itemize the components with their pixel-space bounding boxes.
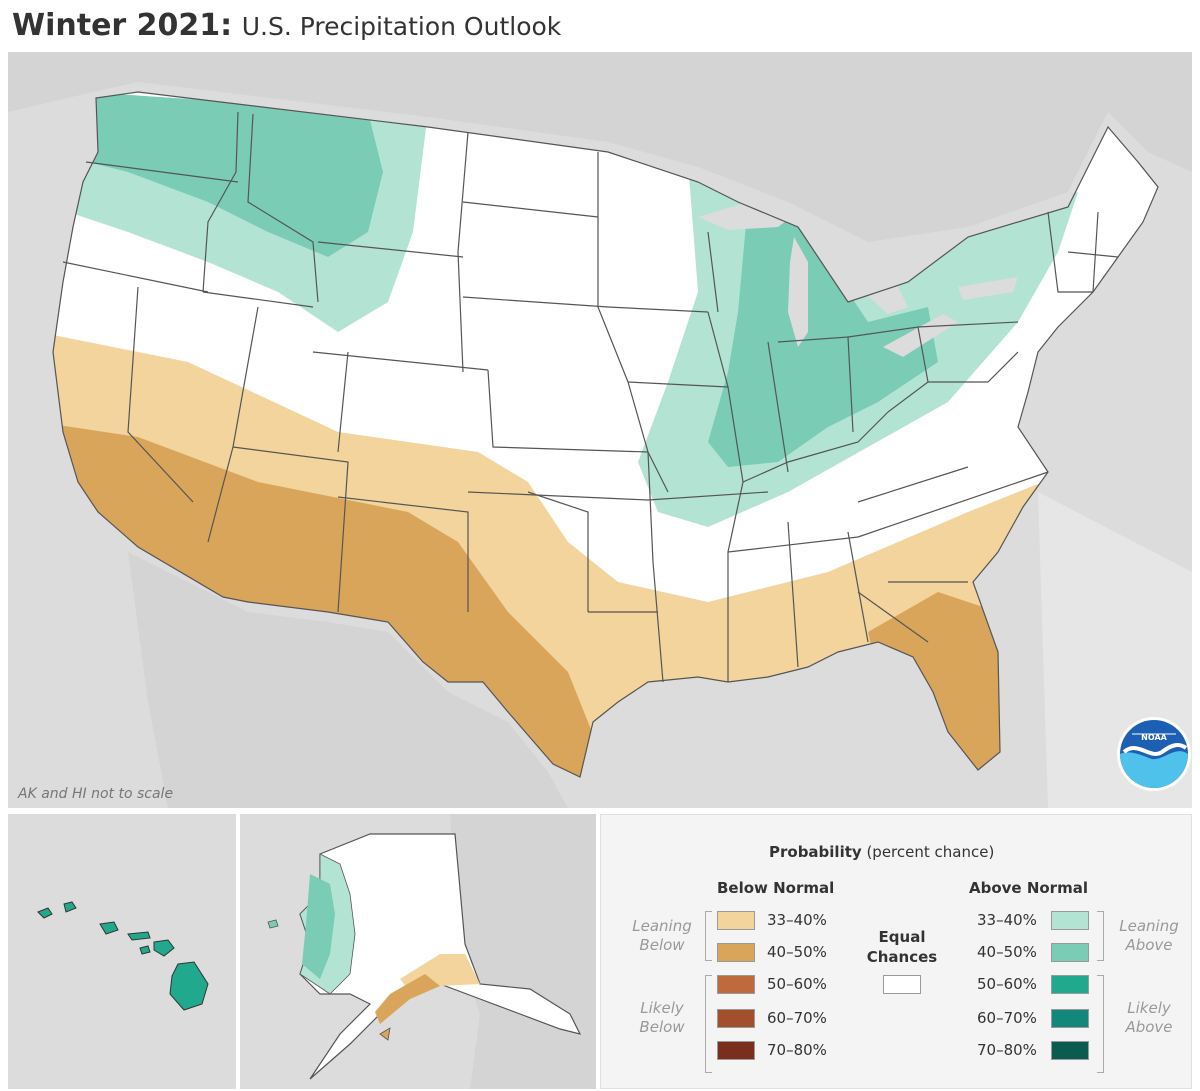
- below-label-33-40: 33–40%: [767, 911, 827, 929]
- leaning-below-bracket: [705, 911, 712, 961]
- conus-map: NOAA AK and HI not to scale: [8, 52, 1192, 808]
- likely-below-label: Likely Below: [627, 999, 697, 1037]
- legend-panel: Probability (percent chance) Below Norma…: [600, 814, 1192, 1089]
- above-label-40-50: 40–50%: [977, 943, 1037, 961]
- alaska-above-40-50: [302, 874, 335, 979]
- below-normal-header: Below Normal: [717, 879, 835, 897]
- leaning-above-line1: Leaning: [1119, 917, 1179, 935]
- legend-title: Probability (percent chance): [769, 843, 994, 861]
- noaa-logo: NOAA: [1117, 717, 1191, 791]
- leaning-below-line2: Below: [639, 936, 685, 954]
- scale-note: AK and HI not to scale: [18, 786, 174, 802]
- likely-above-line2: Above: [1125, 1018, 1173, 1036]
- leaning-above-label: Leaning Above: [1109, 917, 1189, 955]
- state-borders: [52, 91, 1159, 778]
- island-molokai: [127, 931, 151, 941]
- island-big-island: [169, 961, 209, 1011]
- below-label-60-70: 60–70%: [767, 1009, 827, 1027]
- title-subtitle: U.S. Precipitation Outlook: [241, 12, 562, 41]
- below-label-50-60: 50–60%: [767, 975, 827, 993]
- leaning-above-bracket: [1097, 911, 1104, 961]
- canada-shape: [8, 52, 1192, 242]
- hawaii-inset: [8, 814, 236, 1089]
- equal-chances-label: Equal Chances: [857, 927, 947, 967]
- alaska-inset: [240, 814, 596, 1089]
- above-label-33-40: 33–40%: [977, 911, 1037, 929]
- below-swatch-33-40: [717, 911, 755, 930]
- likely-above-line1: Likely: [1127, 999, 1171, 1017]
- below-swatch-50-60: [717, 975, 755, 994]
- above-swatch-60-70: [1051, 1009, 1089, 1028]
- svg-text:NOAA: NOAA: [1141, 733, 1167, 742]
- page-title: Winter 2021: U.S. Precipitation Outlook: [12, 8, 561, 48]
- above-swatch-33-40: [1051, 911, 1089, 930]
- above-swatch-70-80: [1051, 1041, 1089, 1060]
- below-label-70-80: 70–80%: [767, 1041, 827, 1059]
- legend-title-bold: Probability: [769, 843, 862, 861]
- island-lanai: [139, 945, 151, 955]
- st-lawrence-island: [267, 919, 279, 929]
- below-swatch-60-70: [717, 1009, 755, 1028]
- leaning-above-line2: Above: [1125, 936, 1173, 954]
- lake-huron: [838, 252, 908, 314]
- island-niihau: [63, 901, 77, 913]
- leaning-below-label: Leaning Below: [627, 917, 697, 955]
- likely-below-line2: Below: [639, 1018, 685, 1036]
- likely-above-bracket: [1097, 975, 1104, 1073]
- equal-line2: Chances: [866, 948, 938, 966]
- lake-erie: [883, 314, 958, 357]
- above-swatch-50-60: [1051, 975, 1089, 994]
- likely-below-line1: Likely: [640, 999, 684, 1017]
- mexico-shape: [128, 552, 568, 808]
- conus-map-svg: NOAA: [8, 52, 1192, 808]
- island-maui: [153, 939, 175, 957]
- lake-superior: [698, 202, 798, 230]
- island-kauai: [37, 907, 53, 919]
- kodiak-island: [379, 1027, 391, 1041]
- above-normal-header: Above Normal: [969, 879, 1088, 897]
- alaska-below-40-50: [375, 974, 440, 1024]
- hawaii-svg: [37, 901, 209, 1011]
- leaning-below-line1: Leaning: [632, 917, 692, 935]
- likely-below-bracket: [705, 975, 712, 1073]
- above-swatch-40-50: [1051, 943, 1089, 962]
- below-label-40-50: 40–50%: [767, 943, 827, 961]
- above-label-60-70: 60–70%: [977, 1009, 1037, 1027]
- lake-ontario: [958, 277, 1018, 300]
- title-bold: Winter 2021:: [12, 8, 233, 43]
- lake-michigan: [788, 237, 808, 347]
- above-label-50-60: 50–60%: [977, 975, 1037, 993]
- above-40-50-northwest: [88, 92, 383, 257]
- above-40-50-east: [708, 202, 938, 467]
- island-oahu: [99, 921, 119, 935]
- equal-line1: Equal: [878, 928, 926, 946]
- canada-inset-shape: [450, 814, 596, 1089]
- above-label-70-80: 70–80%: [977, 1041, 1037, 1059]
- legend-title-rest: (percent chance): [866, 843, 995, 861]
- alaska-svg: [267, 814, 596, 1089]
- equal-chances-swatch: [883, 975, 921, 994]
- below-swatch-70-80: [717, 1041, 755, 1060]
- likely-above-label: Likely Above: [1109, 999, 1189, 1037]
- below-swatch-40-50: [717, 943, 755, 962]
